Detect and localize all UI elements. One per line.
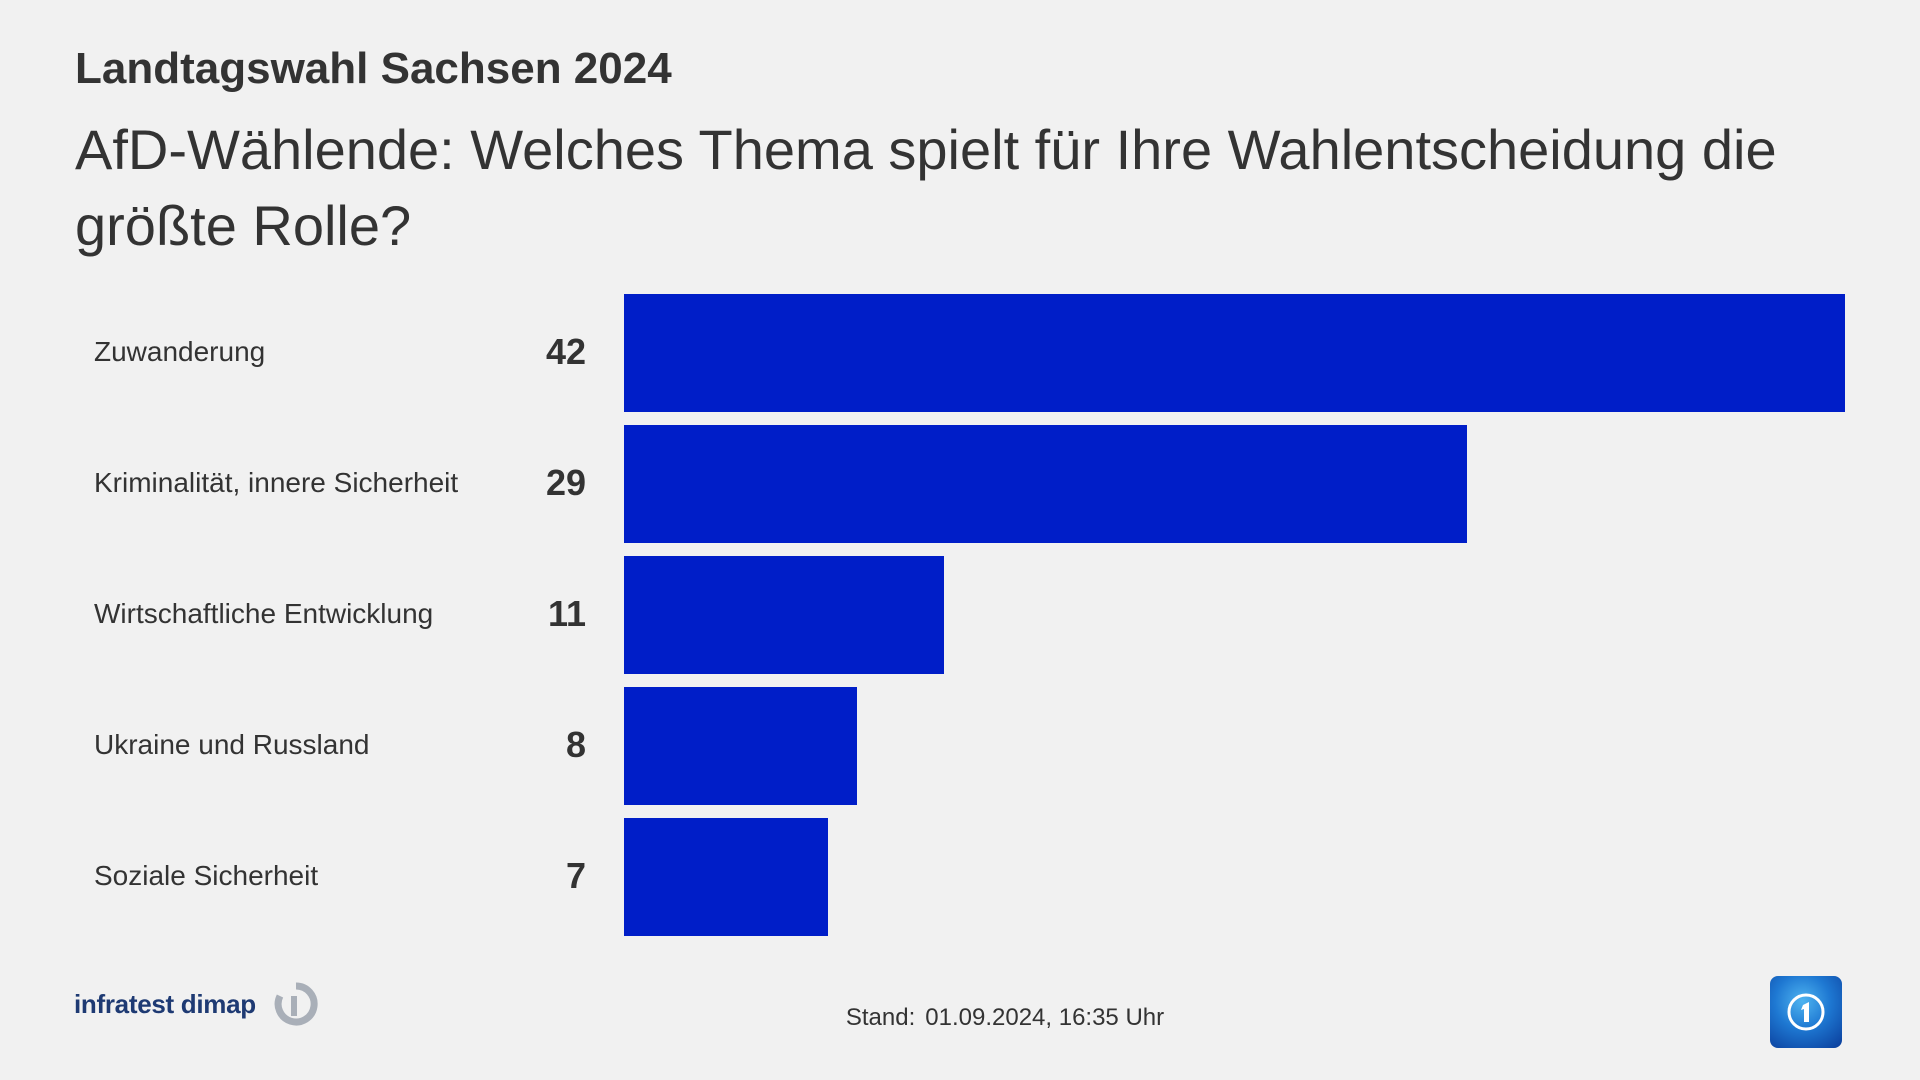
bar-row: Soziale Sicherheit 7 bbox=[0, 816, 1920, 936]
value-label: 42 bbox=[545, 331, 586, 372]
ard-1-logo-icon bbox=[1770, 976, 1842, 1048]
category-label: Ukraine und Russland bbox=[94, 729, 370, 760]
bar-row: Kriminalität, innere Sicherheit 29 bbox=[0, 423, 1920, 543]
chart-title: AfD-Wählende: Welches Thema spielt für I… bbox=[75, 118, 1777, 257]
category-label: Wirtschaftliche Entwicklung bbox=[94, 598, 434, 629]
bar bbox=[624, 556, 944, 674]
bar bbox=[624, 687, 857, 805]
bar-chart: Zuwanderung 42 Kriminalität, innere Sicher… bbox=[0, 292, 1920, 952]
footer: infratest dimap Stand: 01.09.2024, 16:35 … bbox=[0, 960, 1920, 1060]
value-label: 29 bbox=[545, 462, 586, 503]
timestamp-value: 01.09.2024, 16:35 Uhr bbox=[925, 1004, 1165, 1031]
category-label: Zuwanderung bbox=[94, 336, 266, 367]
timestamp-label: Stand: bbox=[845, 1004, 916, 1031]
source-brand: infratest dimap bbox=[74, 978, 322, 1030]
bar-row: Ukraine und Russland 8 bbox=[0, 685, 1920, 805]
category-label: Kriminalität, innere Sicherheit bbox=[94, 467, 459, 498]
category-label: Soziale Sicherheit bbox=[94, 860, 319, 891]
bar-row: Wirtschaftliche Entwicklung 11 bbox=[0, 554, 1920, 674]
value-label: 8 bbox=[565, 724, 586, 765]
bar-row: Zuwanderung 42 bbox=[0, 292, 1920, 412]
source-name: infratest dimap bbox=[74, 988, 256, 1019]
ard-1-glyph-icon bbox=[1787, 993, 1825, 1031]
chart-kicker: Landtagswahl Sachsen 2024 bbox=[75, 44, 672, 93]
value-label: 7 bbox=[565, 855, 586, 896]
timestamp: Stand: 01.09.2024, 16:35 Uhr bbox=[0, 1004, 1920, 1032]
header: Landtagswahl Sachsen 2024 AfD-Wählende: … bbox=[75, 40, 1855, 264]
bar bbox=[624, 294, 1845, 412]
bar bbox=[624, 818, 828, 936]
bar bbox=[624, 425, 1467, 543]
value-label: 11 bbox=[547, 593, 586, 634]
infratest-dimap-logo-icon bbox=[274, 982, 318, 1026]
